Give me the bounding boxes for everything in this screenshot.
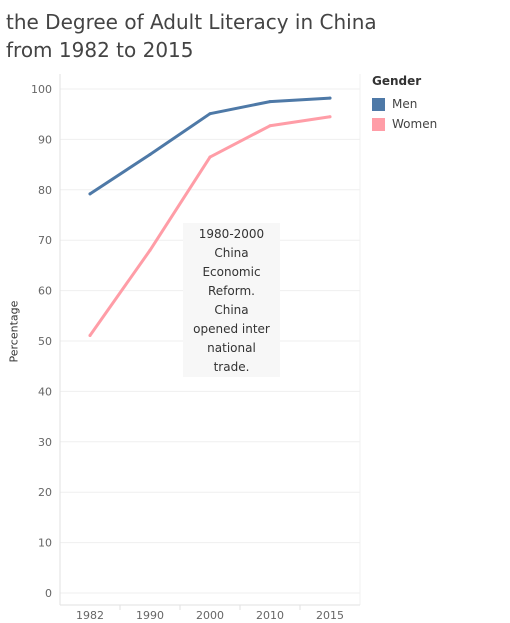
chart-title-line1: the Degree of Adult Literacy in China xyxy=(6,10,377,34)
chart-title: the Degree of Adult Literacy in China fr… xyxy=(6,8,386,64)
x-tick-label-2010: 2010 xyxy=(256,609,284,622)
data-point-men-1990 xyxy=(148,153,152,157)
data-point-women-1990 xyxy=(148,248,152,252)
legend: Gender Men Women xyxy=(372,74,437,134)
x-tick-label-2000: 2000 xyxy=(196,609,224,622)
y-tick-label-50: 50 xyxy=(38,335,52,348)
y-tick-label-100: 100 xyxy=(31,83,52,96)
y-tick-label-20: 20 xyxy=(38,486,52,499)
x-tick-label-1990: 1990 xyxy=(136,609,164,622)
x-tick-label-1982: 1982 xyxy=(76,609,104,622)
legend-item-men[interactable]: Men xyxy=(372,94,437,114)
y-tick-label-70: 70 xyxy=(38,234,52,247)
data-point-women-1982 xyxy=(88,333,92,337)
data-point-women-2010 xyxy=(268,124,272,128)
annotation-china-reform: 1980-2000 China Economic Reform. China o… xyxy=(183,223,280,377)
x-tick-label-2015: 2015 xyxy=(316,609,344,622)
y-tick-label-80: 80 xyxy=(38,184,52,197)
y-tick-label-60: 60 xyxy=(38,285,52,298)
y-tick-label-40: 40 xyxy=(38,385,52,398)
data-point-men-1982 xyxy=(88,192,92,196)
y-tick-label-90: 90 xyxy=(38,133,52,146)
legend-swatch-men xyxy=(372,97,385,111)
legend-title: Gender xyxy=(372,74,422,88)
data-point-men-2015 xyxy=(328,96,332,100)
y-tick-label-30: 30 xyxy=(38,436,52,449)
legend-item-women[interactable]: Women xyxy=(372,114,437,134)
data-point-women-2015 xyxy=(328,115,332,119)
y-tick-label-0: 0 xyxy=(45,587,52,600)
data-point-men-2010 xyxy=(268,100,272,104)
legend-label-women: Women xyxy=(392,117,438,131)
data-point-women-2000 xyxy=(208,155,212,159)
legend-swatch-women xyxy=(372,117,385,131)
chart-title-line2: from 1982 to 2015 xyxy=(6,38,194,62)
y-tick-label-10: 10 xyxy=(38,537,52,550)
data-point-men-2000 xyxy=(208,112,212,116)
legend-label-men: Men xyxy=(392,97,418,111)
